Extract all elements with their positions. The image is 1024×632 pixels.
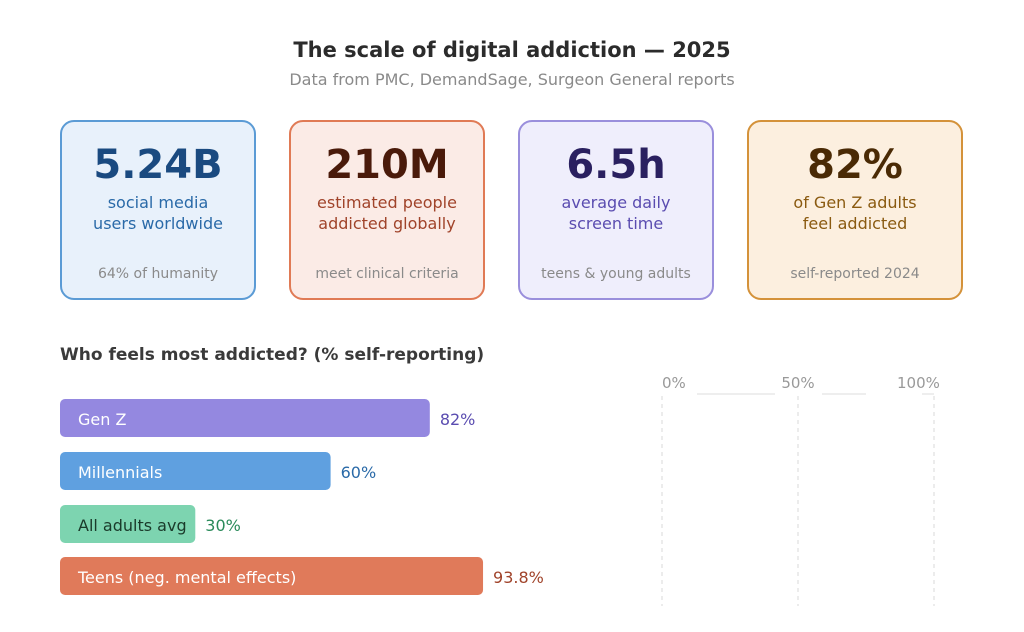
tick-label: 50% [781, 374, 814, 392]
stat-label: social media users worldwide [62, 192, 254, 234]
stat-note: 64% of humanity [97, 266, 218, 282]
stat-card: 5.24B social media users worldwide 64% of… [60, 120, 256, 300]
stat-card: 6.5h average daily screen time teens & yo… [518, 120, 714, 300]
stat-card: 210M estimated people addicted globally m… [289, 120, 485, 300]
stat-label-line: of Gen Z adults [793, 193, 917, 212]
stat-value: 82% [807, 142, 903, 188]
page-title: The scale of digital addiction — 2025 [293, 38, 731, 62]
bar [60, 557, 484, 595]
stat-note: teens & young adults [541, 266, 691, 282]
bar-category-label: Teens (neg. mental effects) [77, 568, 296, 587]
bar [60, 399, 430, 437]
bar-value-label: 30% [205, 516, 241, 535]
bar [60, 505, 196, 543]
bar-category-label: Millennials [78, 463, 162, 482]
stat-value: 210M [325, 142, 449, 188]
stat-label-line: screen time [568, 214, 664, 233]
bar [60, 452, 331, 490]
stat-label-line: estimated people [317, 193, 457, 212]
stat-label-line: social media [107, 193, 209, 212]
bar-value-label: 82% [440, 410, 476, 429]
tick-label: 0% [662, 374, 686, 392]
bar-category-label: All adults avg [78, 516, 187, 535]
stat-note: meet clinical criteria [315, 266, 459, 282]
stat-label-line: average daily [561, 193, 671, 212]
tick-label: 100% [897, 374, 940, 392]
stat-card: 82% of Gen Z adults feel addicted self-re… [747, 120, 963, 300]
bar-value-label: 93.8% [493, 568, 544, 587]
bar-category-label: Gen Z [78, 410, 126, 429]
stat-label-line: addicted globally [318, 214, 456, 233]
stat-label-line: feel addicted [802, 214, 908, 233]
stat-label: of Gen Z adults feel addicted [749, 192, 961, 234]
page-subtitle: Data from PMC, DemandSage, Surgeon Gener… [289, 70, 735, 89]
stat-label-line: users worldwide [93, 214, 223, 233]
stat-label: estimated people addicted globally [291, 192, 483, 234]
stat-label: average daily screen time [520, 192, 712, 234]
stat-note: self-reported 2024 [790, 266, 920, 282]
stat-value: 6.5h [566, 142, 666, 188]
stat-value: 5.24B [93, 142, 223, 188]
bar-value-label: 60% [341, 463, 377, 482]
chart-title: Who feels most addicted? (% self-reporti… [60, 345, 485, 365]
